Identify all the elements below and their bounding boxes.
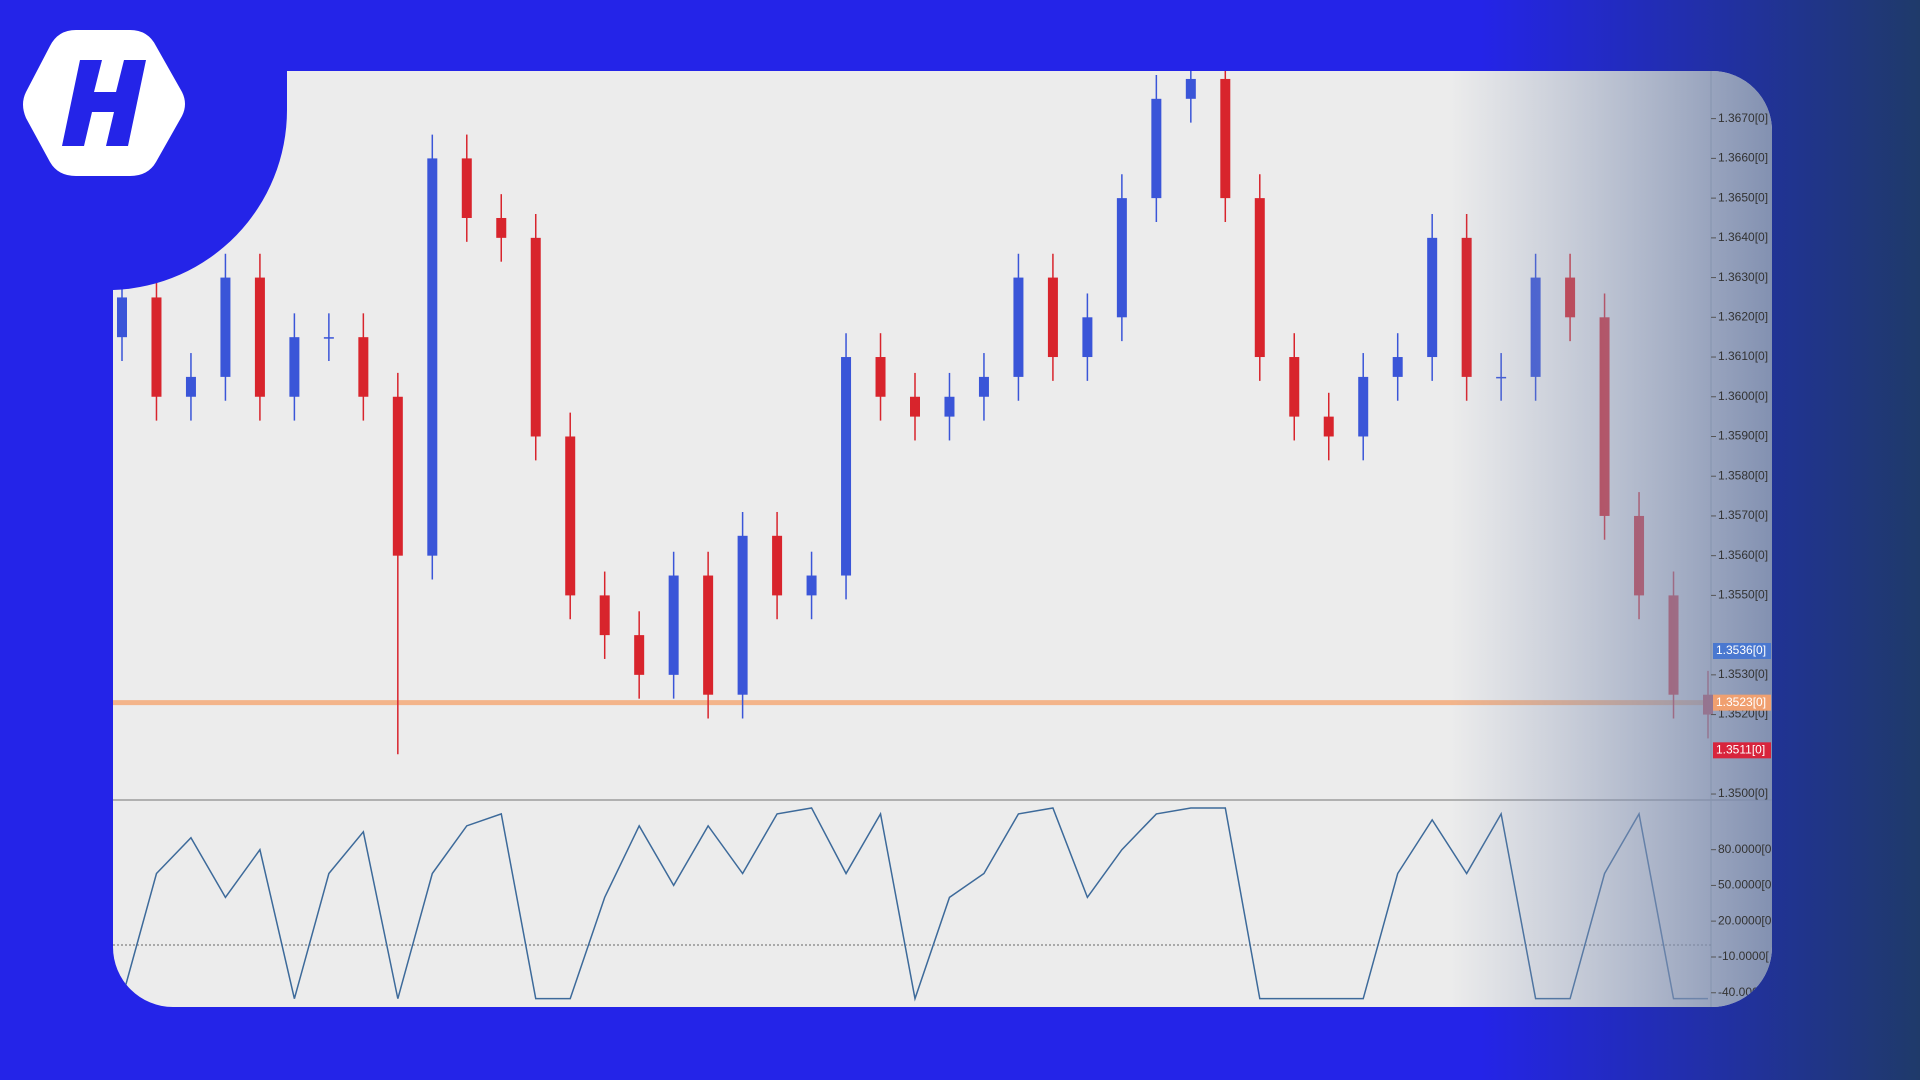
logo [23,30,185,176]
candle-body [1323,416,1334,437]
candle-body [1289,357,1300,417]
y-tick-label: 1.3630[0] [1718,270,1768,284]
candle-body [151,297,162,397]
chart-panel: 1.3670[0] 1.3660[0] 1.3650[0] 1.3640[0] 1.36… [113,71,1772,1007]
candle-body [1358,376,1369,437]
candle-body [289,337,300,397]
y-tick-label: 1.3560[0] [1718,548,1768,562]
plot [113,71,1772,1007]
candle-body [1082,317,1093,358]
candle-body [910,396,920,417]
price-tag [1713,694,1771,711]
candle-body [1392,357,1403,377]
candle-body [185,376,196,397]
y-tick-label: 1.3600[0] [1718,389,1768,403]
candle-body [1116,198,1127,318]
candle-body [461,158,472,218]
fade-overlay [1450,71,1772,1007]
candle-body [703,575,714,695]
axis: 1.3670[0] 1.3660[0] 1.3650[0] 1.3640[0] 1.36… [1711,111,1772,999]
candle-body [634,635,645,675]
price-tag-label: 1.3536[0] [1716,643,1766,657]
y-tick-label: 1.3650[0] [1718,190,1768,204]
price-tag [1713,742,1771,759]
candle-body [978,376,989,397]
candle-body [1427,237,1438,358]
y-tick-label: 1.3590[0] [1718,429,1768,443]
y-tick-label: 1.3530[0] [1718,667,1768,681]
y-tick-label: -10.0000[ [1718,949,1769,963]
price-tag [1713,643,1771,660]
candle-body [358,337,369,397]
candle-body [841,357,852,576]
candle-body [737,535,748,695]
candle-body [220,277,231,377]
candle-body [668,575,679,675]
candle-body [1151,98,1162,199]
candle-body [530,237,541,437]
y-tick-label: 50.0000[0 [1718,878,1772,892]
y-tick-label: 80.0000[0 [1718,842,1772,856]
y-tick-label: 1.3550[0] [1718,588,1768,602]
candle-body [323,337,334,339]
candle-body [1254,198,1265,358]
candle-body [117,297,127,338]
candle-body [806,575,817,596]
oscillator-line [121,807,1708,1002]
candle-body [254,277,265,397]
candle-body [1220,78,1231,199]
candle-body [496,217,507,238]
y-tick-label: 20.0000[0 [1718,913,1772,927]
y-tick-label: 1.3660[0] [1718,151,1768,165]
candle-body [1185,78,1196,99]
candle-body [599,595,610,636]
candle-body [875,357,886,397]
candle-body [944,396,955,417]
y-tick-label: 1.3500[0] [1718,786,1768,800]
candle-body [427,158,438,556]
price-tag-label: 1.3523[0] [1716,695,1766,709]
y-tick-label: 1.3670[0] [1718,111,1768,125]
candle-body [565,436,576,596]
candle-body [392,396,403,556]
y-tick-label: 1.3640[0] [1718,230,1768,244]
y-tick-label: 1.3620[0] [1718,309,1768,323]
candle-body [1047,277,1058,358]
candle-body [772,535,783,596]
price-area [113,71,1711,798]
price-tag-label: 1.3511[0] [1716,742,1765,756]
y-tick-label: 1.3610[0] [1718,349,1768,363]
candle-body [1013,277,1024,377]
y-tick-label: 1.3570[0] [1718,508,1768,522]
y-tick-label: 1.3580[0] [1718,468,1768,482]
